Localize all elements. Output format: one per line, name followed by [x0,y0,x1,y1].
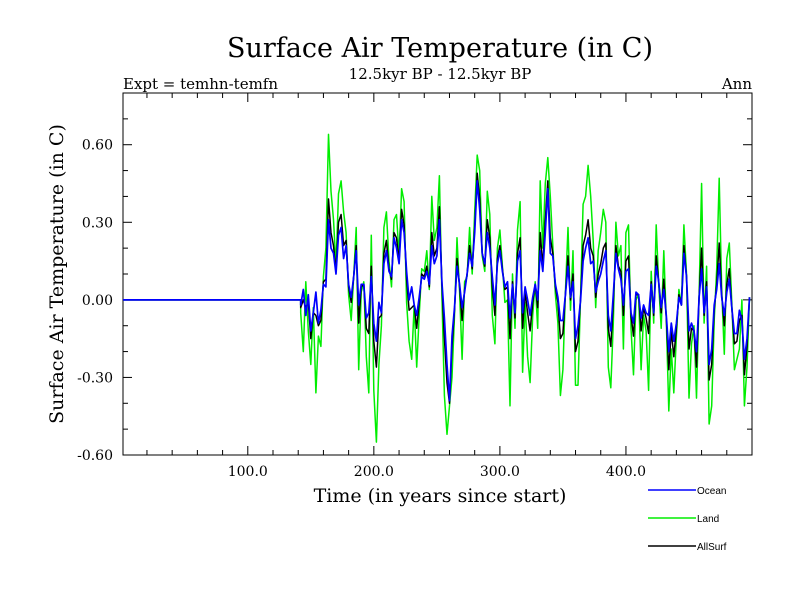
x-tick-label: 200.0 [354,464,394,480]
x-tick-label: 300.0 [480,464,520,480]
x-tick-label: 400.0 [606,464,646,480]
y-tick-label: -0.30 [77,370,113,386]
y-axis-label: Surface Air Temperature (in C) [46,124,68,424]
y-tick-label: 0.00 [82,293,113,309]
legend-label-land: Land [697,514,719,525]
y-tick-label: 0.60 [82,138,113,154]
series-line-ocean [123,180,751,402]
y-tick-label: 0.30 [82,215,113,231]
series-group [123,133,751,443]
period-label: 12.5kyr BP - 12.5kyr BP [349,65,532,83]
legend: Ocean Land AllSurf [648,486,727,553]
series-line-allsurf [123,172,751,405]
y-axis: -0.60 -0.30 0.00 0.30 0.60 [77,118,752,464]
season-label: Ann [721,75,752,93]
legend-label-allsurf: AllSurf [697,542,727,553]
x-tick-label: 100.0 [228,464,268,480]
experiment-label: Expt = temhn-temfn [123,75,278,93]
series-line-land [123,133,751,443]
chart-title: Surface Air Temperature (in C) [227,33,653,64]
y-tick-label: -0.60 [77,448,113,464]
legend-label-ocean: Ocean [697,486,726,497]
x-axis: 100.0 200.0 300.0 400.0 [146,93,728,480]
x-axis-label: Time (in years since start) [314,485,567,507]
